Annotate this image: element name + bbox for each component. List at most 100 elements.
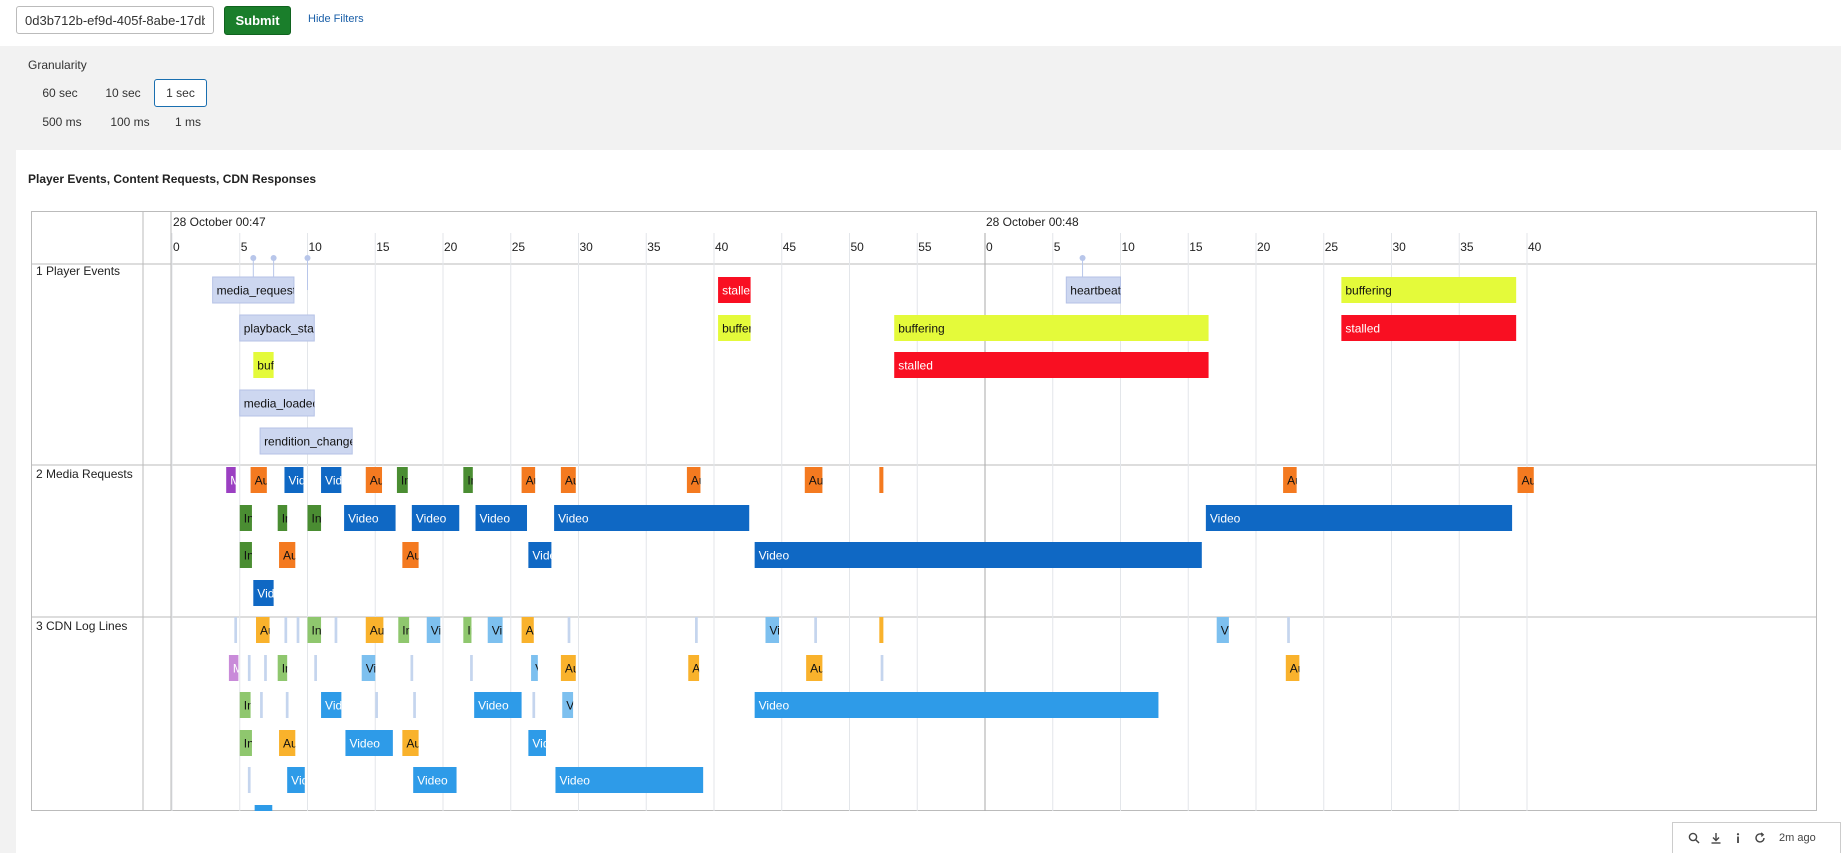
event-marker: [250, 255, 257, 261]
tick-label: 10: [309, 240, 323, 254]
cdn-log-bar: [567, 617, 571, 643]
granularity-option-1-ms[interactable]: 1 ms: [174, 115, 201, 129]
player-event-bar: [253, 352, 274, 378]
granularity-option-100-ms[interactable]: 100 ms: [110, 115, 150, 129]
cdn-log-bar: [688, 655, 700, 681]
cdn-log-bar: [361, 655, 376, 681]
timeline-chart[interactable]: 0 5 10 15 20 25 30 35 40 45 50 55 0 5 10 15 20 25 30 35 40 28…: [31, 211, 1817, 811]
media-request-bar-label: Video: [416, 512, 447, 526]
hide-filters-link[interactable]: Hide Filters: [308, 13, 364, 25]
granularity-option-1-sec[interactable]: 1 sec: [154, 79, 207, 107]
cdn-log-bar: [765, 617, 780, 643]
cdn-log-bar: [531, 655, 538, 681]
media-request-bar: [396, 467, 408, 493]
tick-label: 0: [986, 240, 993, 254]
media-request-bar-label: In: [401, 474, 411, 488]
minute-label: 28 October 00:48: [986, 215, 1079, 229]
cdn-log-bar: [470, 655, 473, 681]
cdn-log-bar: [234, 617, 238, 643]
refresh-icon[interactable]: [1749, 827, 1771, 849]
cdn-log-bar-label: Video: [417, 774, 448, 788]
info-icon[interactable]: [1727, 827, 1749, 849]
cdn-log-bar: [256, 617, 270, 643]
cdn-log-bar: [285, 692, 289, 718]
media-request-bar: [277, 505, 288, 531]
media-request-bar-label: Video: [759, 549, 790, 563]
cdn-log-bar: [398, 617, 410, 643]
cdn-log-bar-label: V: [535, 662, 543, 676]
media-request-bar: [1205, 505, 1513, 531]
cdn-log-bar: [463, 617, 472, 643]
granularity-option-500-ms[interactable]: 500 ms: [42, 115, 82, 129]
media-request-bar: [475, 505, 528, 531]
granularity-option-10-sec[interactable]: 10 sec: [105, 86, 141, 100]
cdn-log-bar-label: In: [282, 662, 292, 676]
media-request-bar: [321, 467, 342, 493]
player-event-bar: [239, 389, 315, 417]
cdn-log-bar-label: Vi: [431, 624, 441, 638]
media-request-bar-label: Au: [809, 474, 824, 488]
cdn-log-bar-label: Au: [260, 624, 275, 638]
download-icon[interactable]: [1705, 827, 1727, 849]
last-updated-label: 2m ago: [1779, 832, 1816, 844]
media-request-bar: [463, 467, 473, 493]
media-request-bar: [411, 505, 460, 531]
media-request-bar-label: Video: [1210, 512, 1241, 526]
cdn-log-bar-label: Vi: [566, 699, 576, 713]
bottom-bar: [16, 830, 1841, 853]
media-request-bar: [344, 505, 396, 531]
lane-label-cdn-log-lines: 3 CDN Log Lines: [36, 619, 128, 633]
granularity-option-60-sec[interactable]: 60 sec: [42, 86, 78, 100]
media-request-bar: [804, 467, 823, 493]
cdn-log-bar-label: Au: [406, 737, 421, 751]
media-request-bar: [521, 467, 536, 493]
cdn-log-bar-label: In: [244, 737, 254, 751]
media-request-bar-label: Au: [565, 474, 580, 488]
cdn-log-bar: [880, 655, 884, 681]
media-request-bar-label: Au: [1522, 474, 1537, 488]
cdn-log-bar: [296, 617, 300, 643]
cdn-log-bar: [284, 617, 288, 643]
media-request-bar: [528, 542, 552, 568]
cdn-log-bar: [247, 767, 251, 793]
cdn-log-bar: [247, 655, 251, 681]
tick-label: 35: [647, 240, 661, 254]
tick-label: 35: [1460, 240, 1474, 254]
cdn-log-bar-label: In: [244, 699, 254, 713]
cdn-log-bar-label: Video: [325, 699, 356, 713]
cdn-log-bar-label: Vi: [1221, 624, 1231, 638]
player-event-bar: [894, 352, 1209, 378]
tick-label: 15: [1189, 240, 1203, 254]
cdn-log-bar-label: In: [312, 624, 322, 638]
cdn-log-bar: [254, 805, 273, 811]
cdn-log-bar: [806, 655, 823, 681]
tick-label: 20: [444, 240, 458, 254]
cdn-log-bar-label: Vi: [366, 662, 376, 676]
player-event-bar: [1341, 277, 1517, 303]
media-request-bar-label: Au: [1287, 474, 1302, 488]
cdn-log-bar: [413, 692, 416, 718]
player-event-bar: [1065, 276, 1122, 304]
media-request-bar: [1283, 467, 1297, 493]
media-request-bar-label: Au: [255, 474, 270, 488]
media-request-bar-label: In: [244, 549, 254, 563]
event-marker: [270, 255, 277, 261]
panel-title: Player Events, Content Requests, CDN Res…: [28, 172, 317, 186]
player-event-bar-label: buffering: [898, 322, 944, 336]
cdn-log-bar-label: Vi: [492, 624, 502, 638]
session-id-input[interactable]: [16, 6, 214, 34]
tick-label: 25: [1325, 240, 1339, 254]
player-event-bar-label: playback_start: [244, 322, 322, 336]
cdn-log-bar-label: In: [402, 624, 412, 638]
media-request-bar: [686, 467, 701, 493]
search-icon[interactable]: [1683, 827, 1705, 849]
tick-label: 30: [1393, 240, 1407, 254]
player-event-bar-label: buffering: [722, 322, 768, 336]
cdn-log-bar: [413, 767, 457, 793]
cdn-log-bar: [239, 692, 251, 718]
submit-button[interactable]: Submit: [224, 6, 291, 35]
lane-label-player-events: 1 Player Events: [36, 264, 121, 278]
cdn-log-bar: [532, 692, 536, 718]
media-request-bar-label: In: [312, 512, 322, 526]
media-request-bar: [226, 467, 236, 493]
